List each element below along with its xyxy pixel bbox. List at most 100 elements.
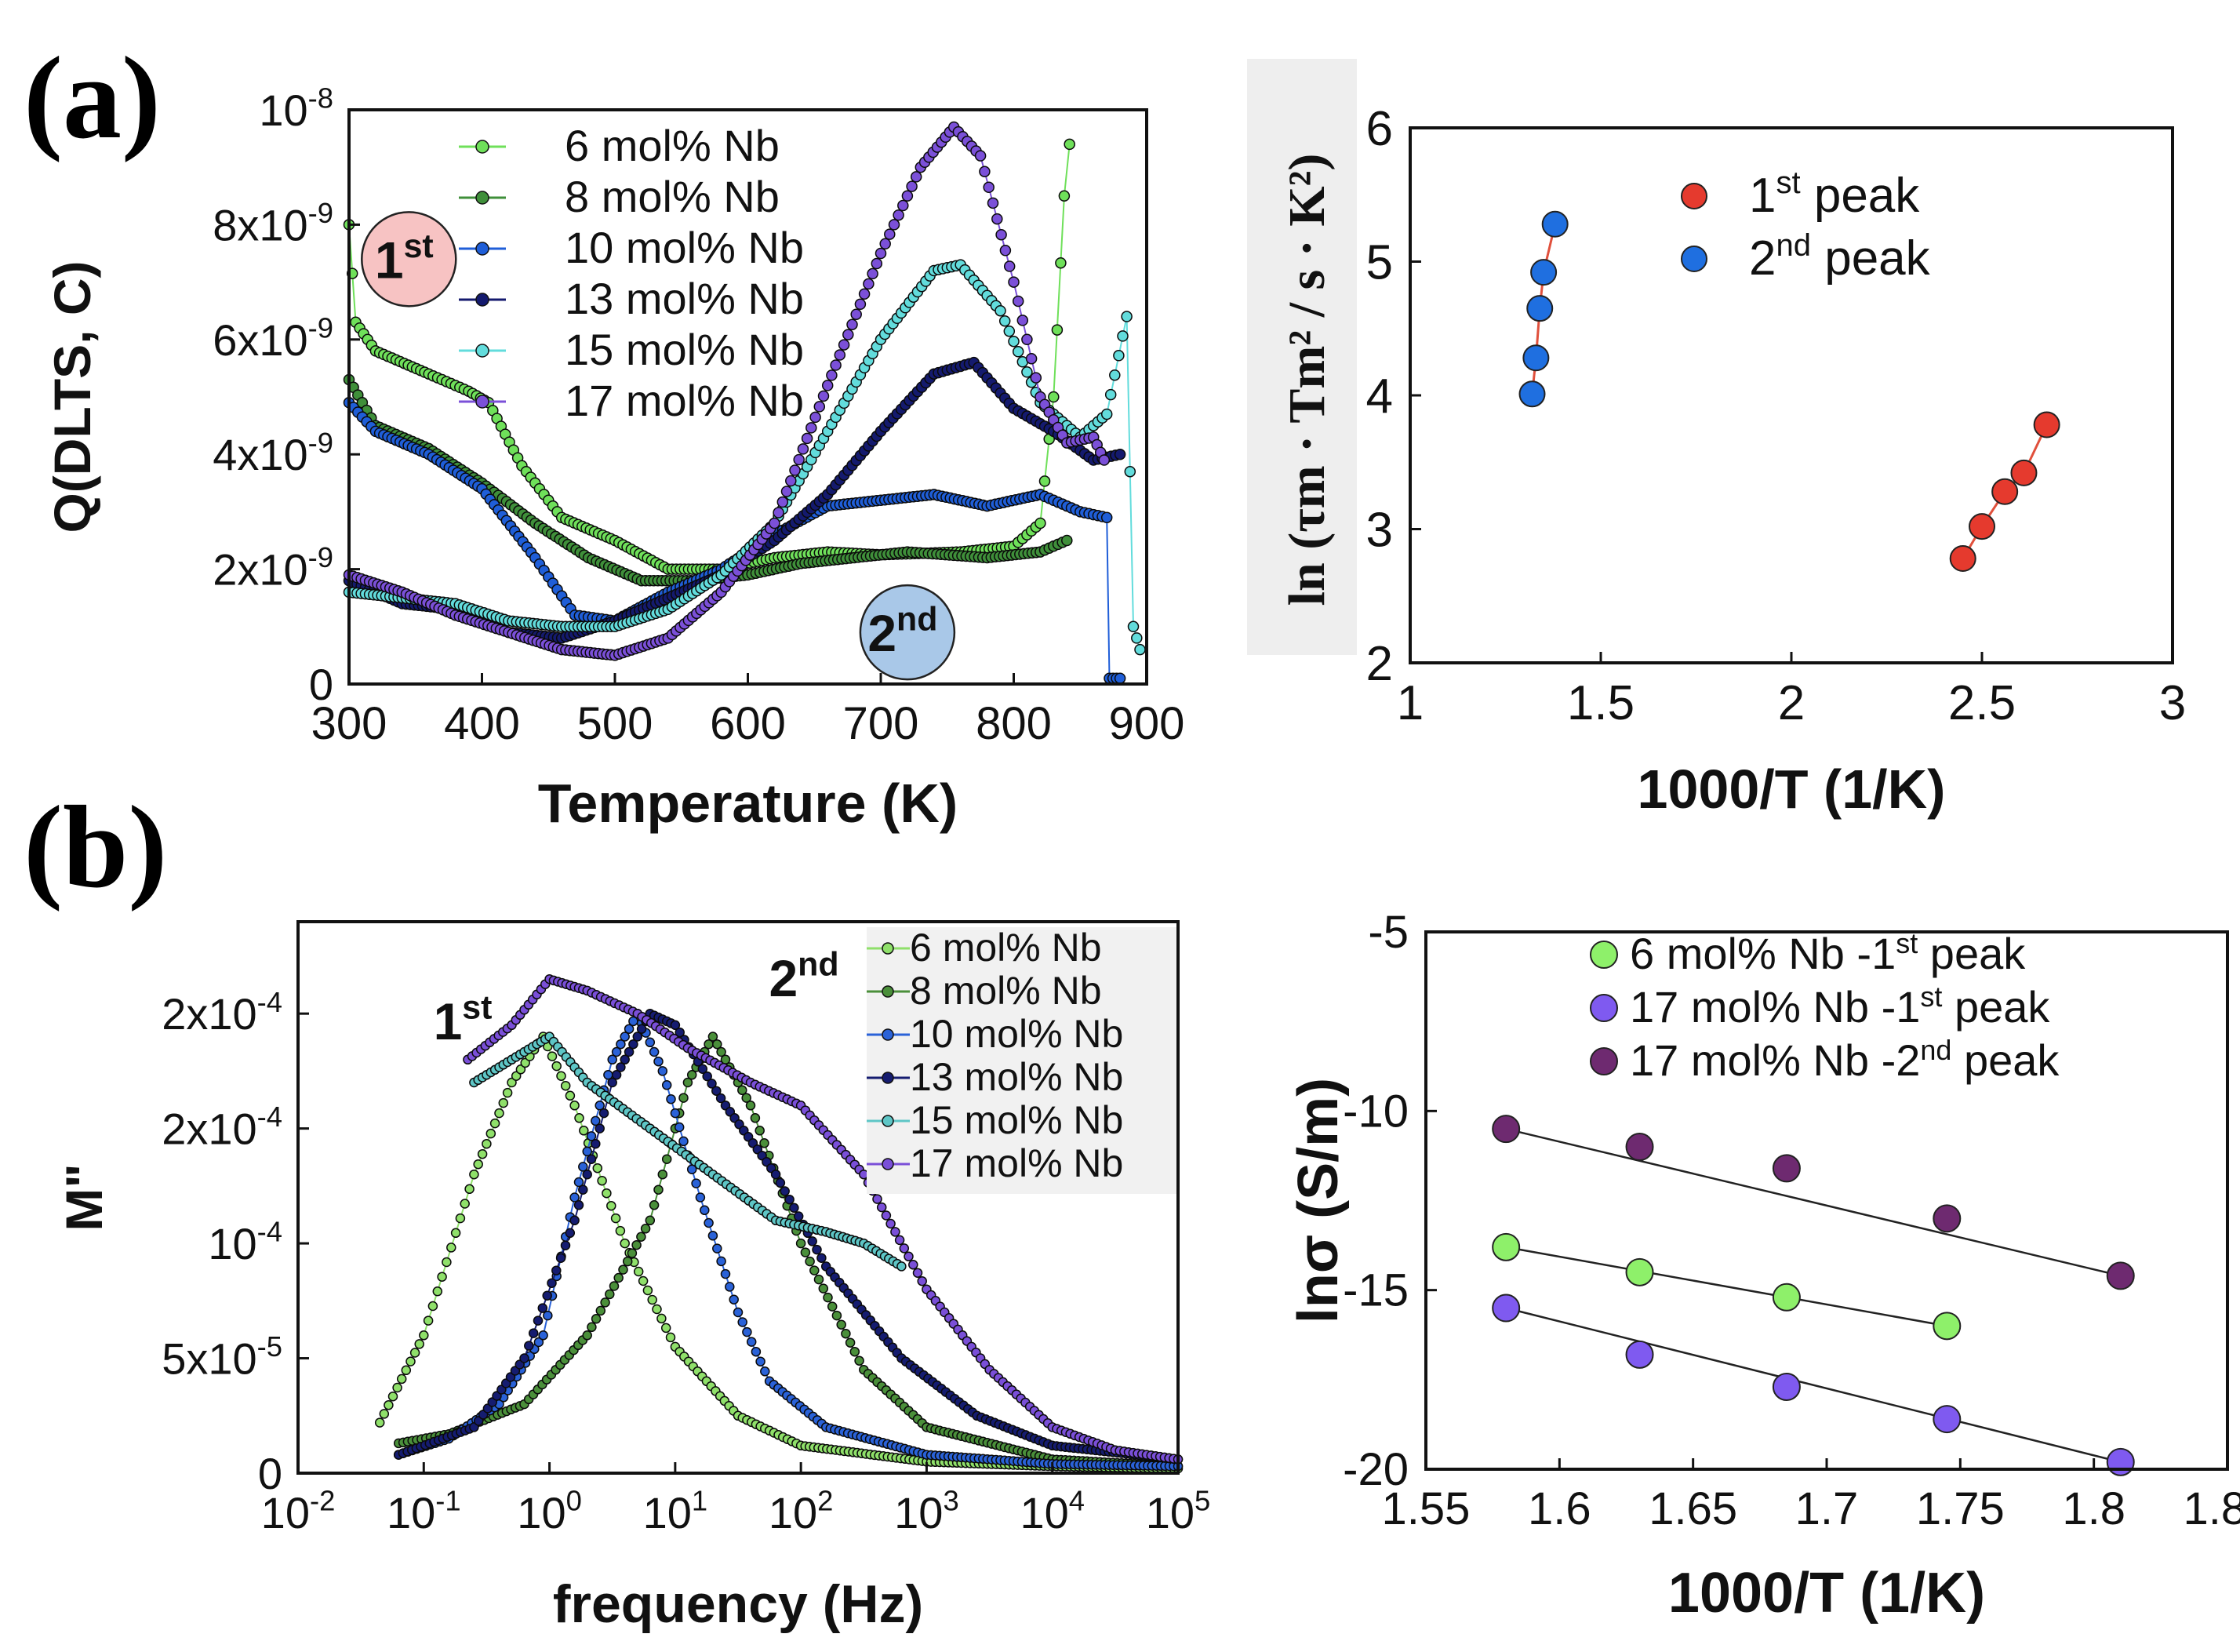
legend-marker <box>1681 183 1707 209</box>
legend-entry: 13 mol% Nb <box>910 1055 1123 1099</box>
peak-badge-label: 2nd <box>867 601 937 662</box>
legend-entry: 15 mol% Nb <box>565 325 804 374</box>
data-point <box>613 1272 624 1283</box>
data-point <box>611 1070 622 1080</box>
data-point <box>1969 513 1995 540</box>
legend-entry: 15 mol% Nb <box>910 1098 1123 1142</box>
data-point <box>784 1194 795 1205</box>
data-point <box>582 1330 592 1341</box>
x-tick-label: 102 <box>769 1485 834 1537</box>
data-point <box>831 1310 842 1321</box>
data-point <box>983 181 995 194</box>
data-point <box>611 1046 622 1057</box>
data-point <box>1518 380 1546 408</box>
data-point <box>1933 1204 1962 1233</box>
data-point <box>716 1256 726 1267</box>
chart-dlts: 300 400 500 600 700 800 900 0 2x10-9 4x10-9 6x10-9… <box>43 82 1184 834</box>
data-point <box>446 1243 456 1253</box>
data-point <box>498 1097 509 1108</box>
data-point <box>729 1294 739 1304</box>
data-point <box>379 1409 390 1419</box>
data-point <box>884 228 896 240</box>
fit-line <box>1505 1307 2122 1464</box>
data-point <box>813 1274 824 1285</box>
data-point <box>1991 478 2019 505</box>
data-point <box>1522 344 1550 372</box>
data-point <box>760 1366 770 1377</box>
data-point <box>1134 643 1146 656</box>
data-point <box>2010 459 2038 486</box>
data-point <box>720 1268 731 1279</box>
data-point <box>979 166 991 177</box>
data-point <box>555 1253 566 1263</box>
data-point <box>485 1128 496 1139</box>
y-tick-label: 8x10-9 <box>213 197 333 249</box>
data-point <box>660 1323 671 1334</box>
data-point <box>917 1275 927 1286</box>
series-sigma-0 <box>1492 1232 1962 1341</box>
data-point <box>595 1305 606 1316</box>
data-point <box>746 1337 757 1347</box>
fit-line <box>1505 1246 1947 1327</box>
data-point <box>871 257 883 270</box>
series-modulus-4 <box>469 1032 907 1272</box>
data-point <box>547 1278 557 1288</box>
data-point <box>850 308 862 320</box>
data-point <box>653 1184 664 1195</box>
data-point <box>551 1265 562 1275</box>
data-point <box>631 1239 642 1250</box>
data-point <box>759 1138 769 1148</box>
data-point <box>707 1032 718 1042</box>
data-point <box>1104 388 1117 401</box>
y-tick-label: -10 <box>1343 1086 1409 1137</box>
legend-marker <box>1590 994 1618 1022</box>
data-point <box>741 1093 751 1103</box>
legend-entry: 8 mol% Nb <box>910 969 1102 1013</box>
data-point <box>1625 1133 1654 1161</box>
data-point <box>616 1062 626 1072</box>
data-point <box>1030 372 1042 384</box>
data-point <box>591 1314 602 1324</box>
x-tick-label: 1.5 <box>1567 676 1635 730</box>
data-point <box>419 1330 429 1341</box>
data-point <box>1012 346 1024 358</box>
data-point <box>711 1086 722 1096</box>
data-point <box>1113 350 1125 362</box>
data-point <box>647 1294 657 1305</box>
data-point <box>670 1108 681 1119</box>
legend-entry: 6 mol% Nb -1st peak <box>1630 927 2026 978</box>
data-point <box>1933 1405 1962 1434</box>
data-point <box>776 496 789 508</box>
x-tick-label: 1.6 <box>1528 1483 1591 1534</box>
x-tick-label: 700 <box>843 698 919 749</box>
data-point <box>537 1303 548 1313</box>
data-point <box>432 1286 443 1297</box>
data-point <box>830 359 842 371</box>
data-point <box>1038 475 1051 487</box>
data-point <box>807 1236 817 1246</box>
data-point <box>838 339 850 351</box>
data-point <box>805 422 817 434</box>
data-point <box>620 1032 630 1042</box>
data-point <box>715 1093 726 1104</box>
data-point <box>653 1056 664 1067</box>
data-point <box>995 228 1007 241</box>
data-point <box>1772 1283 1801 1312</box>
chart-arrhenius-tau: 1 1.5 2 2.5 3 2 3 4 5 6 1000/T (1/K) ln (τm · Tm² /… <box>1247 59 2186 820</box>
data-point <box>797 443 809 455</box>
data-point <box>574 1113 584 1123</box>
data-point <box>858 288 871 300</box>
legend-box <box>867 927 1176 1194</box>
data-point <box>678 1093 689 1103</box>
data-point <box>560 1240 571 1250</box>
data-point <box>826 369 838 381</box>
x-tick-label: 2 <box>1778 676 1805 730</box>
data-point <box>842 329 854 340</box>
chart-arrhenius-sigma: 1.55 1.6 1.65 1.7 1.75 1.8 1.85 -20 -15 -10 -5 1000… <box>1287 907 2240 1625</box>
data-point <box>716 1046 726 1057</box>
x-tick-label: 1.65 <box>1649 1483 1737 1534</box>
peak-label-2nd: 2nd <box>769 946 838 1007</box>
data-point <box>745 1101 756 1111</box>
y-tick-label: 4x10-9 <box>213 427 333 479</box>
legend-marker <box>475 293 489 307</box>
